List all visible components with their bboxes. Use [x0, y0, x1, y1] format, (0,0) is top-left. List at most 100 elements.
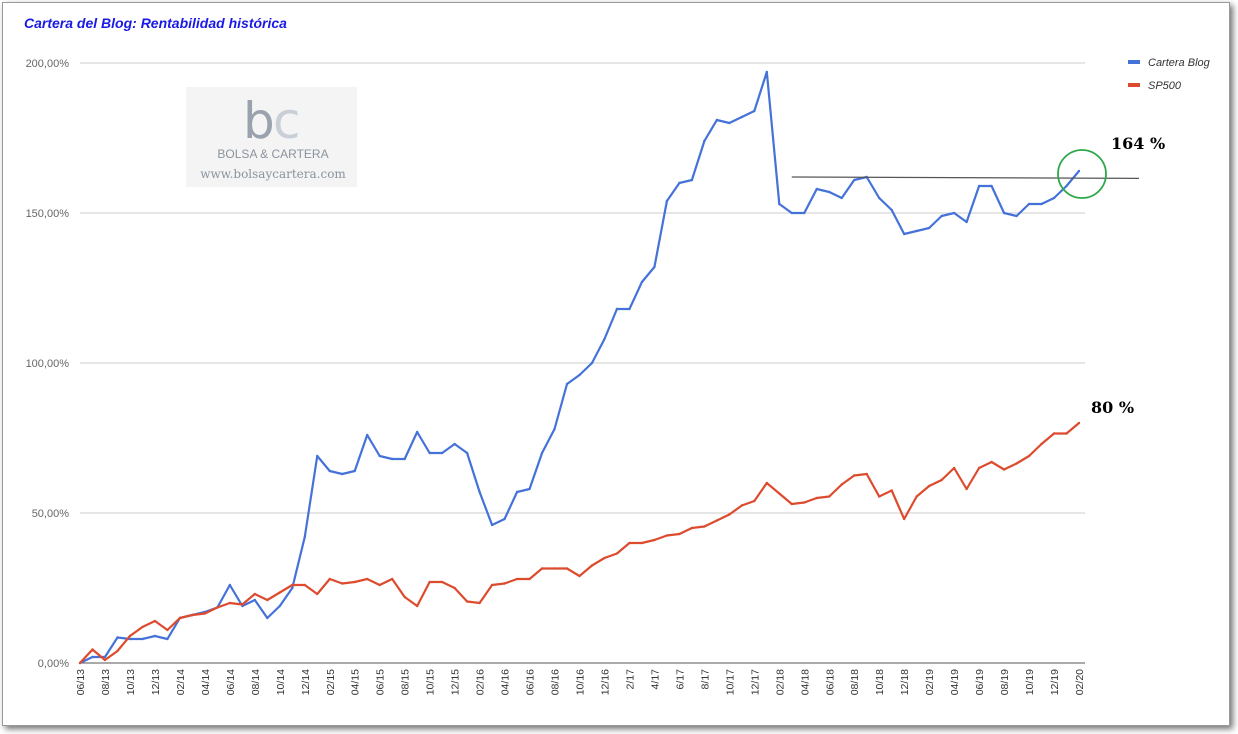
y-tick-label: 100,00% — [26, 358, 70, 370]
data-point — [228, 583, 232, 587]
data-point — [540, 567, 544, 570]
data-point — [191, 613, 194, 617]
x-tick-label: 08/15 — [400, 669, 412, 695]
data-point — [990, 184, 993, 188]
data-point — [1077, 169, 1081, 173]
data-point — [840, 483, 843, 486]
data-point — [878, 196, 881, 200]
data-point — [166, 637, 169, 641]
data-point — [815, 187, 818, 191]
data-point — [1002, 468, 1006, 471]
data-point — [715, 118, 719, 122]
data-point — [316, 454, 319, 458]
data-point — [952, 466, 956, 470]
data-point — [1065, 184, 1068, 188]
data-point — [690, 526, 694, 530]
data-point — [828, 495, 831, 498]
y-tick-label: 150,00% — [26, 208, 70, 220]
x-tick-label: 10/14 — [275, 669, 287, 695]
legend-item-cartera-blog[interactable]: Cartera Blog — [1128, 57, 1211, 69]
resistance-line — [791, 176, 1140, 180]
data-point — [703, 525, 706, 528]
data-point — [303, 583, 306, 587]
data-point — [653, 538, 656, 542]
data-point — [628, 541, 631, 545]
data-point — [740, 115, 744, 119]
x-tick-label: 10/13 — [125, 669, 137, 695]
data-point — [990, 460, 993, 464]
data-point — [565, 567, 569, 570]
watermark-name: BOLSA & CARTERA — [217, 147, 328, 161]
data-point — [902, 517, 906, 521]
data-point — [316, 592, 319, 596]
data-point — [890, 208, 893, 212]
x-tick-label: 04/15 — [350, 669, 362, 695]
data-point — [728, 513, 731, 516]
x-tick-label: 04/18 — [799, 669, 811, 695]
x-tick-label: 10/19 — [1024, 669, 1036, 695]
x-tick-label: 04/14 — [200, 669, 212, 695]
data-point — [403, 595, 406, 599]
data-point — [153, 634, 157, 638]
x-tick-label: 08/16 — [550, 669, 562, 695]
x-tick-label: 12/17 — [749, 669, 761, 695]
legend-item-sp500[interactable]: SP500 — [1128, 80, 1182, 92]
y-axis-ticks: 0,00% 50,00% 100,00% 150,00% 200,00% — [26, 58, 70, 670]
data-point — [1015, 214, 1018, 218]
data-point — [977, 466, 981, 470]
data-point — [103, 658, 107, 662]
x-tick-label: 08/14 — [250, 669, 262, 695]
x-tick-label: 12/16 — [599, 669, 611, 695]
data-point — [203, 612, 207, 615]
data-point — [603, 556, 606, 560]
data-point — [453, 442, 456, 446]
data-point — [366, 577, 369, 581]
data-point — [665, 199, 669, 203]
data-point — [615, 307, 619, 311]
data-point — [540, 451, 544, 455]
line-chart: Cartera del Blog: Rentabilidad histórica… — [24, 15, 1211, 695]
data-point — [965, 487, 968, 491]
data-point — [278, 604, 281, 608]
data-point — [578, 574, 581, 578]
data-point — [915, 229, 918, 233]
data-point — [91, 655, 94, 659]
data-point — [890, 489, 893, 492]
x-tick-label: 06/15 — [375, 669, 387, 695]
data-point — [803, 211, 806, 215]
data-point — [378, 454, 381, 458]
x-tick-label: 12/19 — [1049, 669, 1061, 695]
data-point — [403, 457, 406, 461]
data-point — [1002, 211, 1006, 215]
data-point — [1040, 442, 1043, 446]
data-point — [640, 541, 644, 545]
watermark-letter-b: b — [243, 92, 275, 150]
data-point — [765, 481, 769, 485]
x-tick-label: 8/17 — [699, 669, 711, 690]
data-point — [453, 586, 456, 590]
data-point — [415, 430, 419, 434]
x-tick-label: 10/17 — [724, 669, 736, 695]
data-point — [390, 577, 394, 581]
x-axis-ticks: 06/13 08/13 10/13 12/13 02/14 04/14 06/14 08/14… — [75, 669, 1086, 695]
legend-swatch-cartera-blog — [1128, 60, 1140, 64]
data-point — [753, 109, 756, 113]
data-point — [665, 534, 669, 537]
data-point — [278, 591, 281, 594]
data-point — [241, 603, 244, 606]
gridlines — [80, 62, 1085, 664]
data-point — [141, 625, 144, 629]
data-point — [515, 577, 519, 581]
data-point — [366, 433, 369, 437]
data-point — [915, 495, 918, 498]
data-point — [303, 535, 306, 539]
data-point — [803, 501, 806, 504]
chart-title: Cartera del Blog: Rentabilidad histórica — [24, 15, 287, 31]
x-tick-label: 12/13 — [150, 669, 162, 695]
x-tick-label: 06/13 — [75, 669, 87, 695]
x-tick-label: 08/18 — [849, 669, 861, 695]
data-point — [428, 451, 431, 455]
x-tick-label: 2/17 — [624, 669, 636, 690]
data-point — [778, 202, 781, 206]
data-point — [790, 211, 793, 215]
